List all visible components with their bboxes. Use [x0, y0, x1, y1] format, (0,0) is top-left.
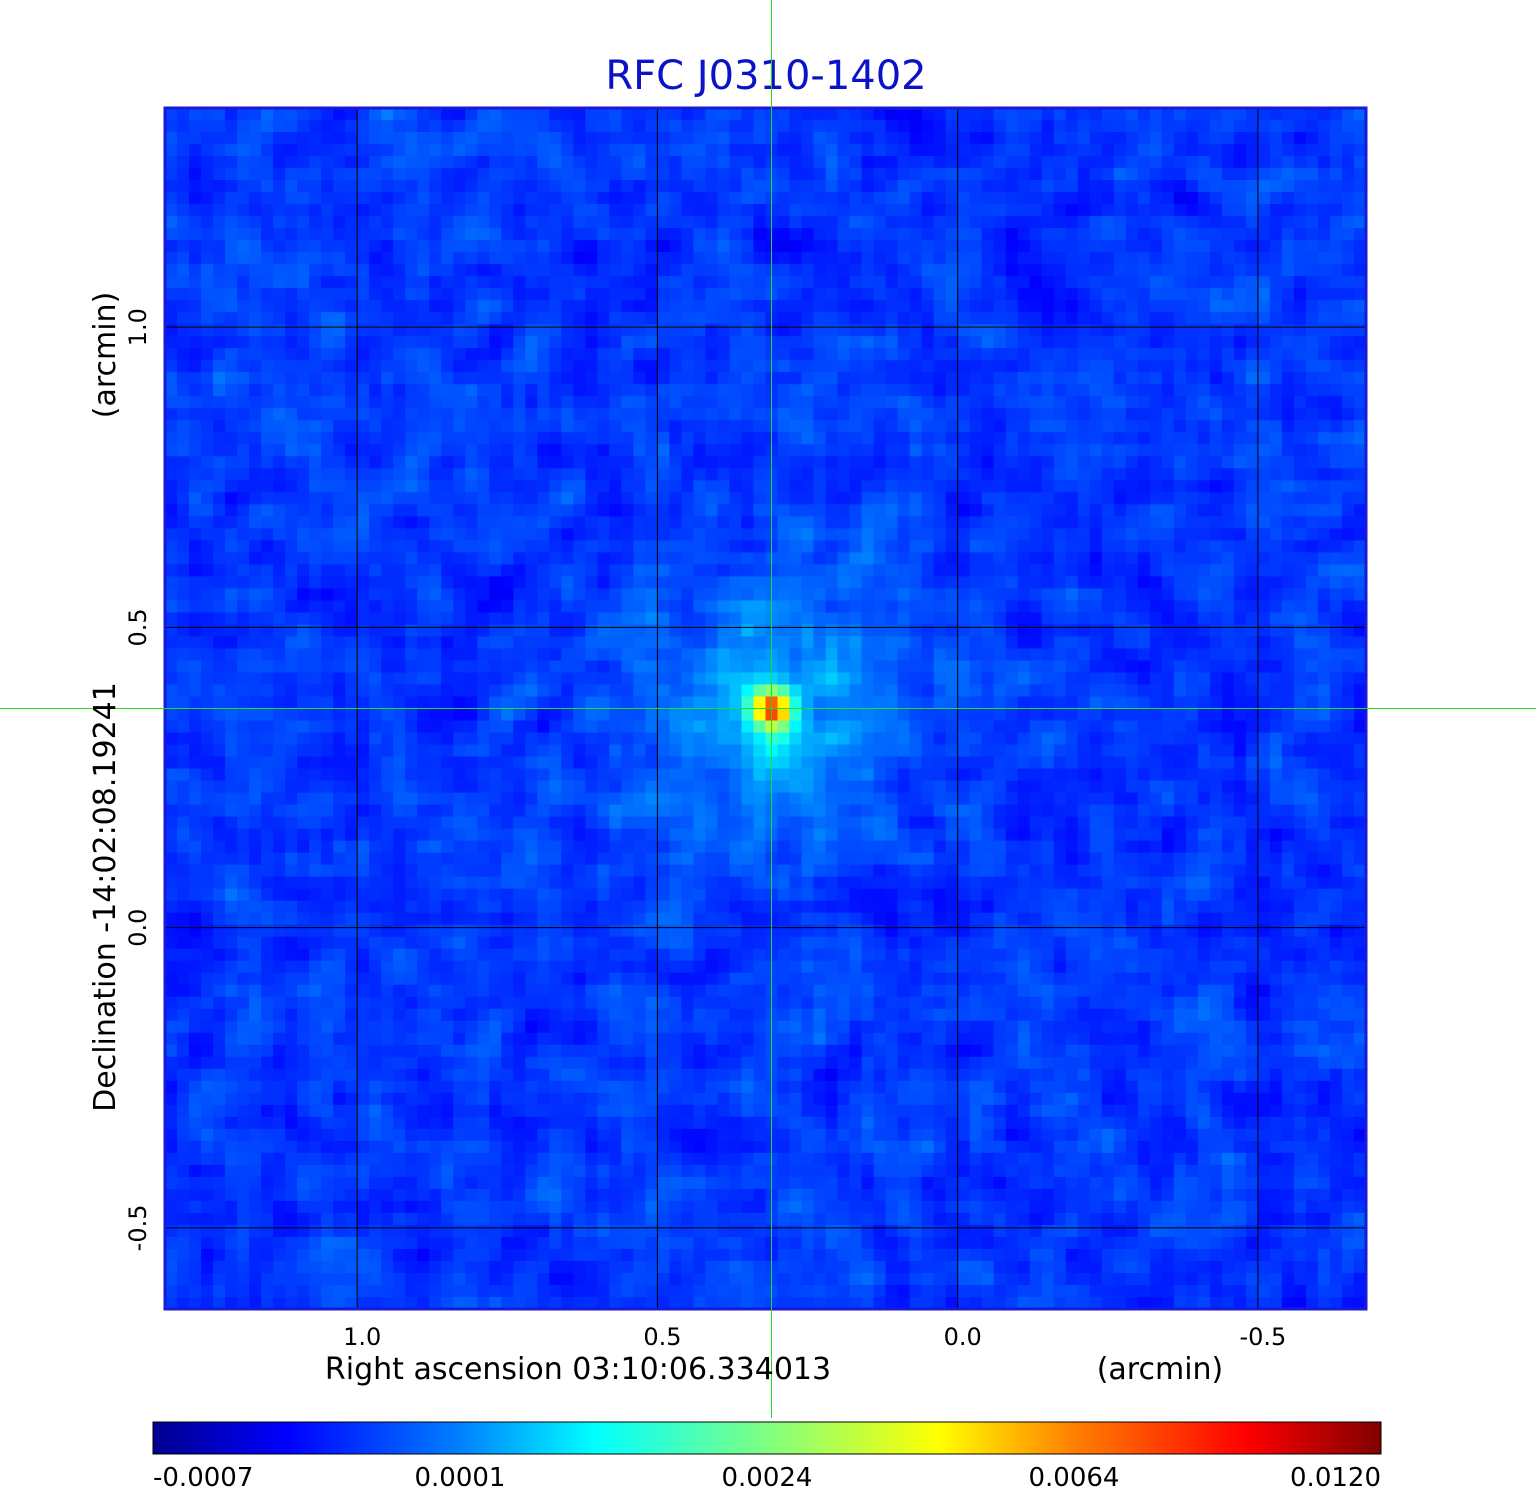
- colorbar-tick-label: 0.0064: [1029, 1463, 1120, 1493]
- colorbar-tick-labels: -0.0007 0.0001 0.0024 0.0064 0.0120: [153, 1463, 1381, 1493]
- crosshair: [0, 0, 1536, 1418]
- x-axis-label: Right ascension 03:10:06.334013: [325, 1352, 831, 1387]
- heatmap-image: [165, 108, 1366, 1309]
- y-axis-unit: (arcmin): [88, 292, 123, 419]
- y-tick-labels: 1.0 0.5 0.0 -0.5: [124, 308, 152, 1251]
- colorbar: [152, 1421, 1382, 1455]
- y-tick-label: -0.5: [124, 1205, 152, 1252]
- colorbar-tick-label: 0.0024: [722, 1463, 813, 1493]
- colorbar-tick-label: 0.0001: [415, 1463, 506, 1493]
- colorbar-tick-label: -0.0007: [153, 1463, 253, 1493]
- x-tick-label: -0.5: [1239, 1323, 1286, 1351]
- x-axis-unit: (arcmin): [1097, 1352, 1224, 1387]
- x-tick-labels: 1.0 0.5 0.0 -0.5: [343, 1323, 1286, 1351]
- colorbar-tick-label: 0.0120: [1290, 1463, 1381, 1493]
- y-tick-label: 0.0: [124, 909, 152, 947]
- y-axis-label: Declination -14:02:08.19241: [88, 682, 123, 1112]
- chart-title: RFC J0310-1402: [605, 53, 926, 99]
- y-tick-label: 1.0: [124, 308, 152, 346]
- x-tick-label: 0.0: [944, 1323, 982, 1351]
- x-tick-label: 1.0: [343, 1323, 381, 1351]
- x-tick-label: 0.5: [643, 1323, 681, 1351]
- y-tick-label: 0.5: [124, 608, 152, 646]
